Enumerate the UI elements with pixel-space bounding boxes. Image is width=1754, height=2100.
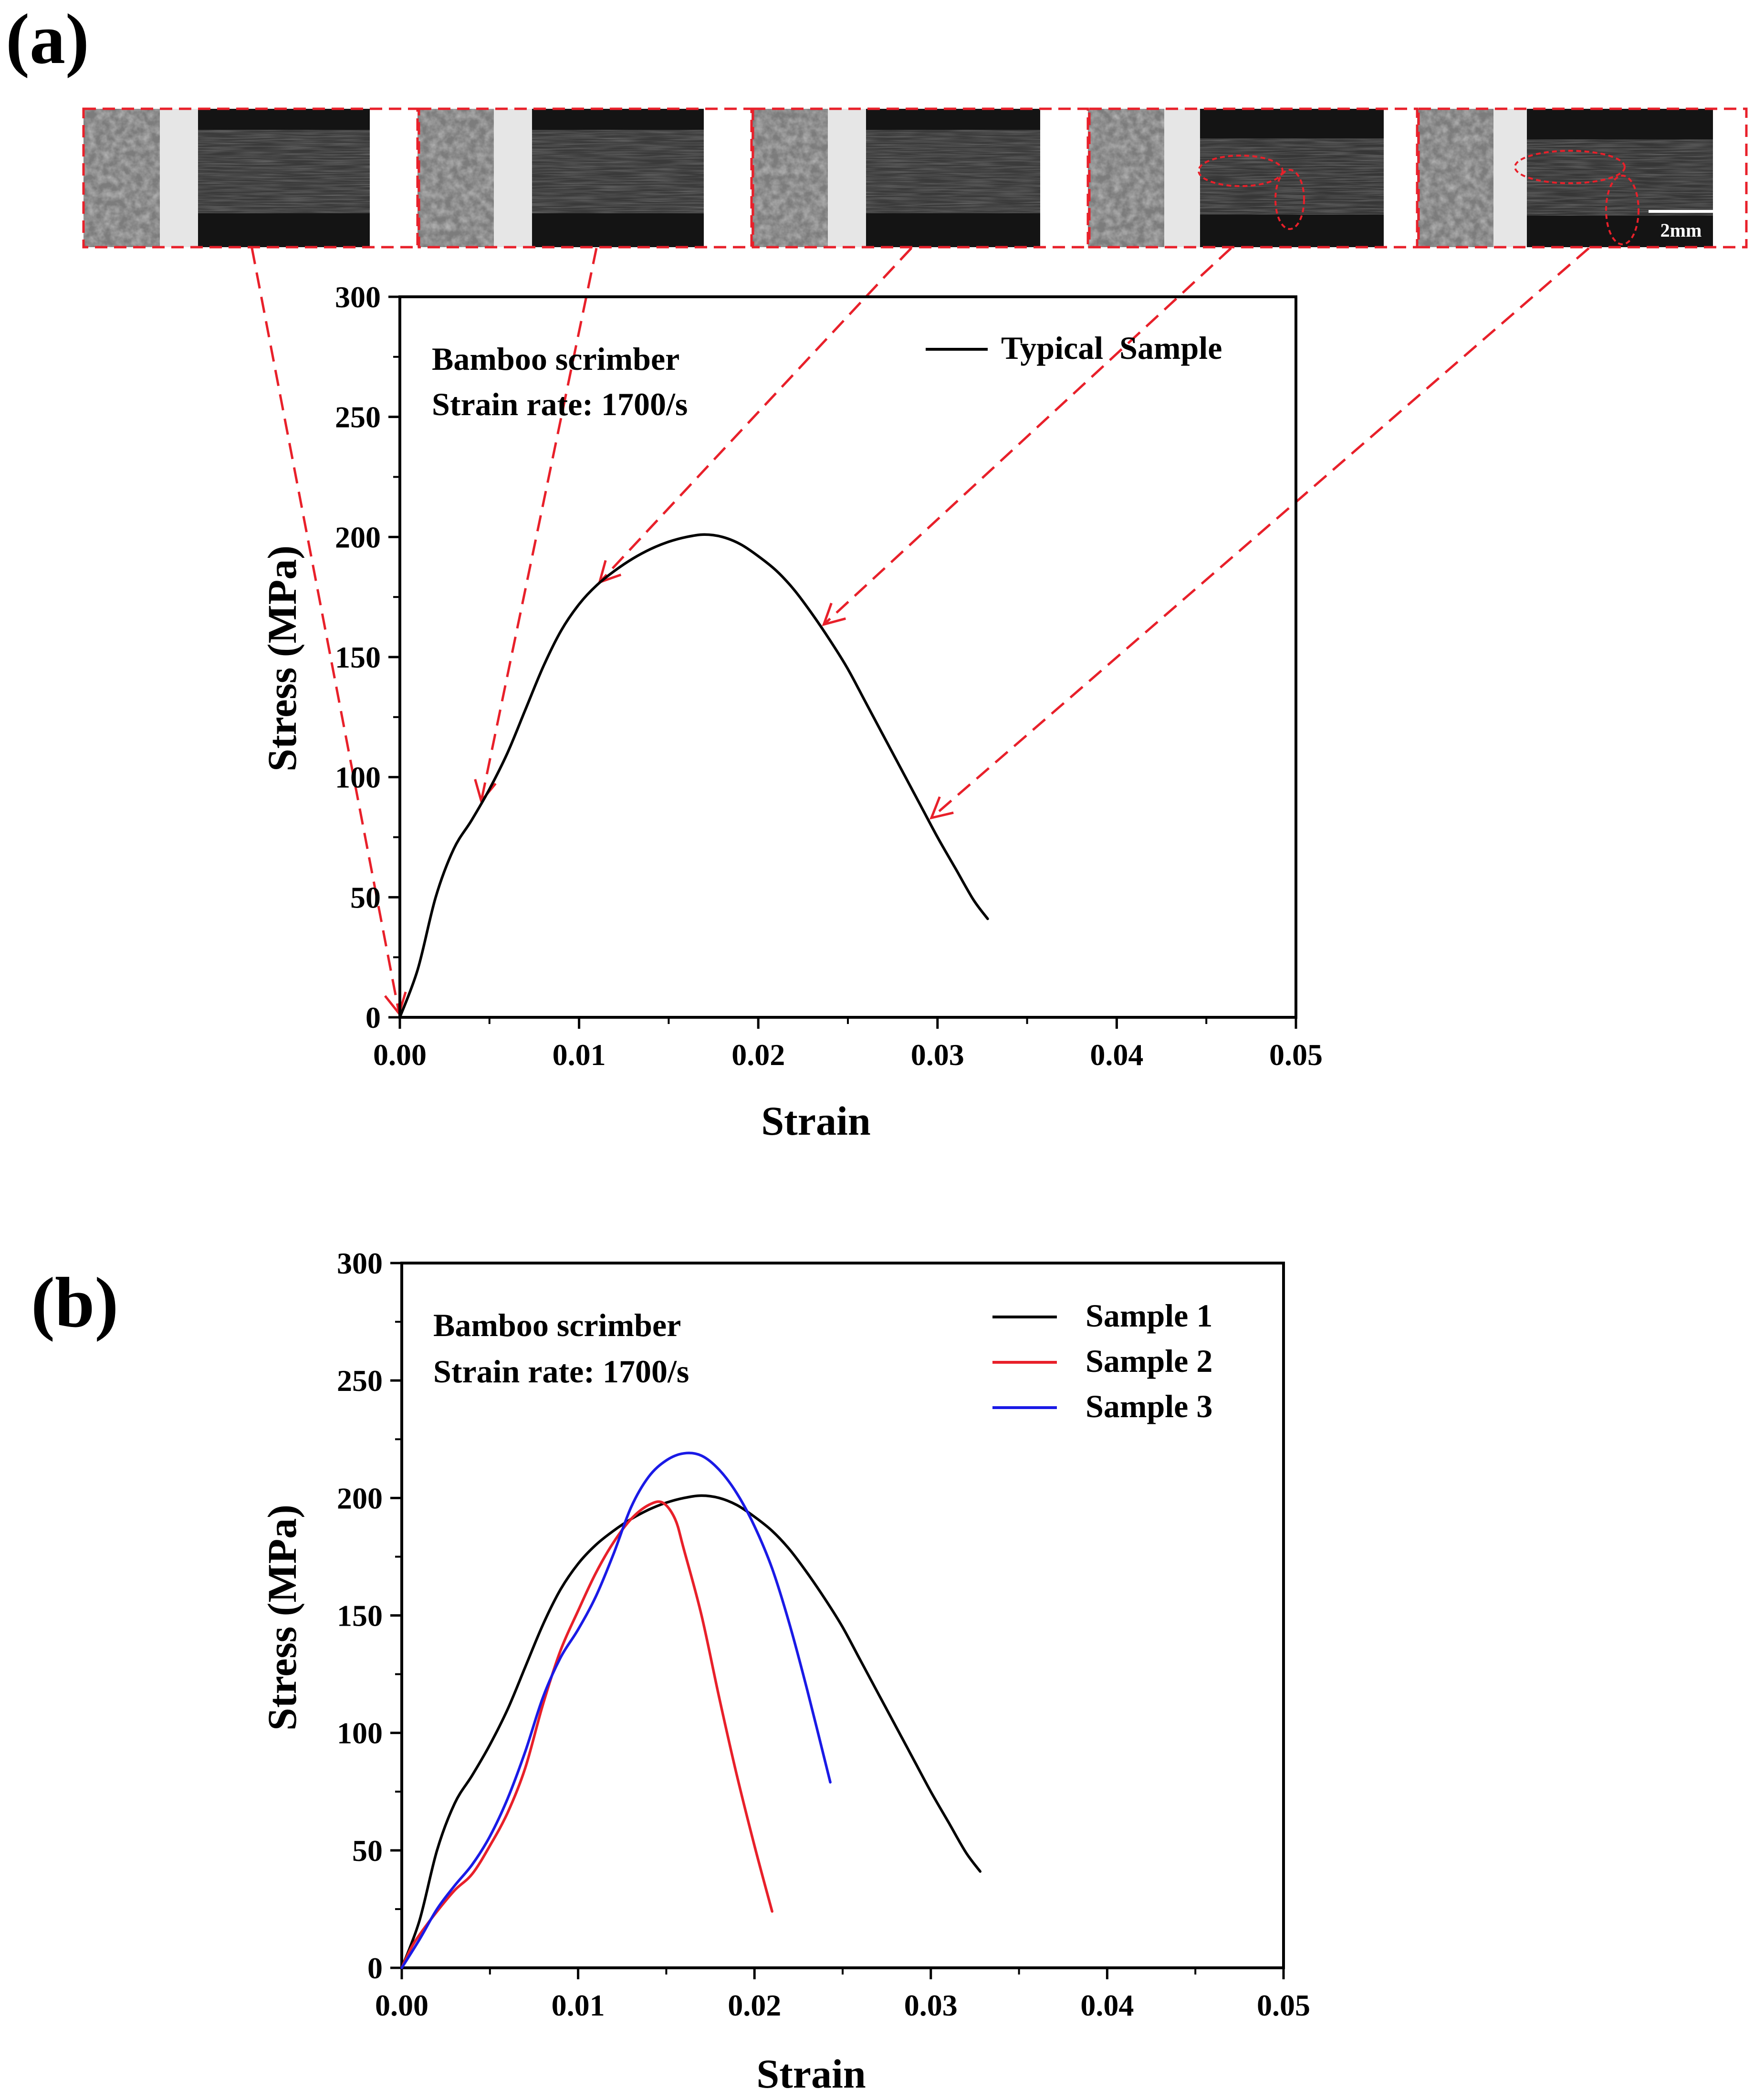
series-line-sample-3: [400, 1452, 832, 1969]
connector-arrowhead: [474, 779, 497, 804]
frame-2: [418, 109, 752, 247]
connector-line: [930, 247, 1590, 819]
y-tick-label: 0: [367, 1951, 383, 1985]
frame-4: [1088, 109, 1417, 247]
x-tick-label: 0.04: [1080, 1988, 1134, 2022]
panel-a-label: (a): [6, 0, 89, 79]
scale-bar-label: 2mm: [1660, 219, 1702, 241]
chart-b-y-axis-title: Stress (MPa): [259, 1504, 305, 1731]
series-line-sample-2: [400, 1500, 773, 1969]
connector-arrowhead: [929, 796, 954, 820]
series-line-sample-1: [400, 1494, 982, 1969]
chart-b: 0.00 0.01 0.02 0.03 0.04 0.05 0 50 100 150 200 250…: [259, 1246, 1310, 2097]
y-tick-label: 0: [365, 1001, 381, 1034]
x-tick-label: 0.01: [553, 1038, 606, 1072]
x-tick-label: 0.02: [728, 1988, 781, 2022]
frame-borders: [82, 107, 1748, 249]
y-tick-label: 50: [352, 1834, 383, 1868]
legend-entry: Typical Sample: [1001, 330, 1222, 366]
frame-1: [84, 109, 418, 247]
connector-line: [251, 248, 400, 1014]
y-tick-label: 200: [337, 1481, 383, 1515]
x-tick-label: 0.00: [375, 1988, 428, 2022]
chart-a: 0.00 0.01 0.02 0.03 0.04 0.05 0 50 100 150 200 250…: [259, 280, 1323, 1144]
chart-a-annotation-line1: Bamboo scrimber: [432, 341, 679, 377]
y-tick-label: 200: [335, 520, 381, 554]
y-tick-label: 300: [337, 1246, 383, 1280]
crack-marker-ellipse: [1198, 155, 1284, 187]
chart-b-x-ticks: 0.00 0.01 0.02 0.03 0.04 0.05: [375, 1968, 1310, 2022]
frame-3: [752, 109, 1088, 247]
chart-b-y-ticks: 0 50 100 150 200 250 300: [337, 1246, 402, 1985]
y-tick-label: 150: [337, 1599, 383, 1633]
chart-b-legend: Sample 1 Sample 2 Sample 3: [992, 1297, 1212, 1424]
connector-arrowhead: [822, 603, 846, 627]
x-tick-label: 0.03: [911, 1038, 964, 1072]
chart-a-series: [398, 533, 989, 1019]
chart-a-annotation-line2: Strain rate: 1700/s: [432, 386, 688, 422]
legend-entry: Sample 2: [1086, 1343, 1212, 1379]
y-tick-label: 250: [337, 1364, 383, 1398]
chart-b-annotation-line2: Strain rate: 1700/s: [433, 1353, 689, 1390]
connector-line: [598, 247, 912, 583]
panel-b-label: (b): [31, 1263, 118, 1342]
legend-entry: Sample 3: [1086, 1388, 1212, 1424]
y-tick-label: 100: [335, 761, 381, 794]
series-line-typical-sample: [398, 533, 989, 1019]
y-tick-label: 50: [350, 880, 381, 914]
x-tick-label: 0.05: [1257, 1988, 1310, 2022]
y-tick-label: 100: [337, 1716, 383, 1750]
y-tick-label: 150: [335, 640, 381, 674]
chart-b-x-axis-title: Strain: [756, 2051, 866, 2097]
frame-5: [1417, 109, 1746, 247]
crack-marker-ellipse: [1514, 150, 1626, 184]
crack-marker-ellipse: [1274, 169, 1305, 230]
high-speed-frame-strip: 2mm: [82, 107, 1748, 249]
y-tick-label: 300: [335, 280, 381, 314]
chart-a-legend: Typical Sample: [926, 330, 1222, 366]
x-tick-label: 0.02: [731, 1038, 785, 1072]
chart-b-annotation-line1: Bamboo scrimber: [433, 1307, 681, 1343]
chart-b-series: [400, 1452, 982, 1969]
chart-a-x-ticks: 0.00 0.01 0.02 0.03 0.04 0.05: [373, 1017, 1323, 1072]
frame-connectors: [251, 247, 1590, 1016]
chart-a-x-axis-title: Strain: [761, 1098, 870, 1144]
legend-entry: Sample 1: [1086, 1297, 1212, 1334]
x-tick-label: 0.03: [904, 1988, 958, 2022]
connector-line: [480, 248, 598, 802]
x-tick-label: 0.05: [1269, 1038, 1323, 1072]
connector-line: [823, 247, 1232, 626]
chart-a-y-ticks: 0 50 100 150 200 250 300: [335, 280, 400, 1034]
chart-a-y-axis-title: Stress (MPa): [259, 545, 305, 772]
crack-marker-ellipse: [1605, 175, 1639, 245]
x-tick-label: 0.04: [1090, 1038, 1143, 1072]
y-tick-label: 250: [335, 400, 381, 434]
x-tick-label: 0.01: [552, 1988, 605, 2022]
x-tick-label: 0.00: [373, 1038, 427, 1072]
